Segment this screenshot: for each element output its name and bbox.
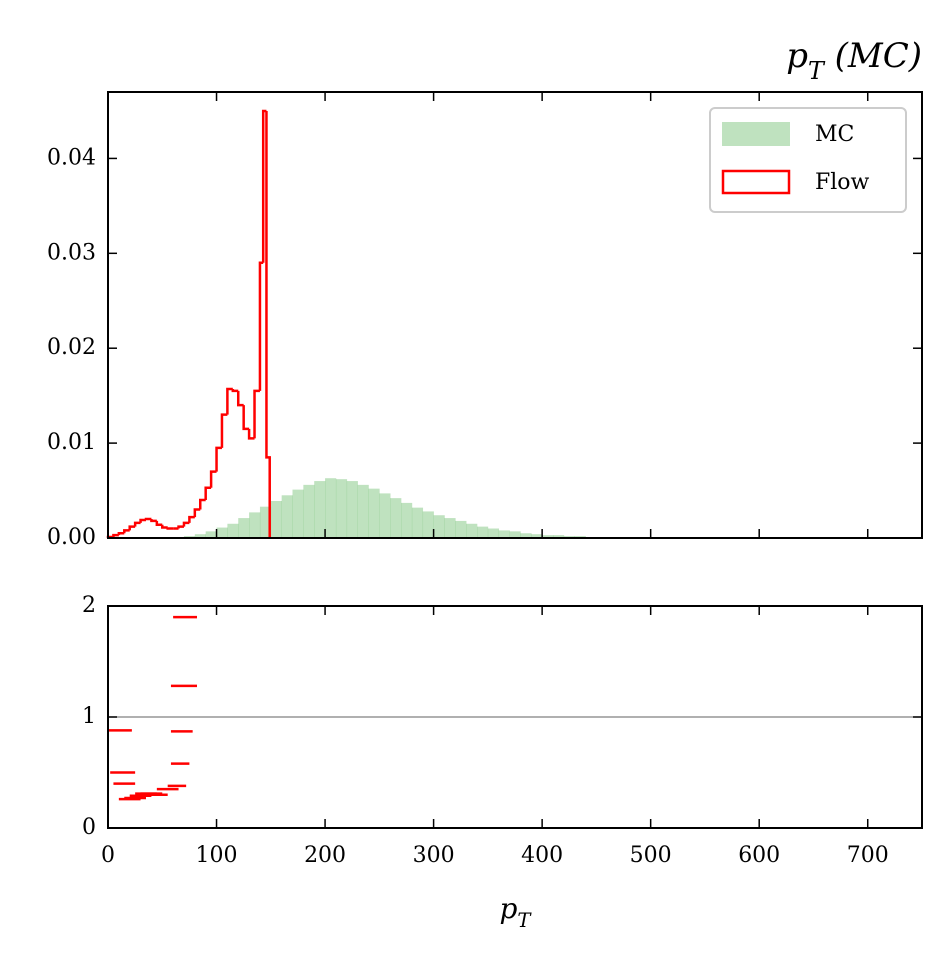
histogram-bar xyxy=(281,495,293,538)
histogram-bar xyxy=(259,506,272,538)
histogram-bar xyxy=(411,507,424,538)
y-tick-label: 0 xyxy=(82,815,96,840)
histogram-step xyxy=(139,518,146,523)
histogram-bar xyxy=(552,535,565,538)
histogram-step xyxy=(150,519,157,523)
histogram-bar xyxy=(531,534,543,538)
histogram-bar xyxy=(542,535,554,538)
histogram-step xyxy=(161,524,168,529)
y-tick-label: 0.03 xyxy=(47,240,96,265)
histogram-bar xyxy=(477,526,489,538)
chart-title: pT (MC) xyxy=(786,36,922,85)
histogram-step xyxy=(247,428,255,440)
x-tick-label: 500 xyxy=(630,843,672,868)
histogram-step xyxy=(188,515,195,523)
x-tick-label: 700 xyxy=(847,843,889,868)
legend-label: Flow xyxy=(815,170,870,195)
y-tick-label: 0.01 xyxy=(47,430,96,455)
legend-swatch xyxy=(722,122,790,146)
histogram-step xyxy=(226,387,233,415)
histogram-step xyxy=(215,446,222,472)
histogram-step xyxy=(220,413,228,448)
histogram-bar xyxy=(390,498,402,538)
histogram-bar xyxy=(422,511,434,538)
histogram-bar xyxy=(466,523,478,538)
histogram-step xyxy=(182,521,190,527)
histogram-step xyxy=(193,508,201,518)
x-tick-label: 300 xyxy=(413,843,455,868)
legend: MC Flow xyxy=(709,107,907,213)
histogram-step xyxy=(258,261,264,391)
plot-frame xyxy=(107,605,923,829)
histogram-bar xyxy=(498,530,510,538)
histogram-step xyxy=(112,533,119,538)
y-tick-label: 0.02 xyxy=(47,335,96,360)
histogram-bar xyxy=(335,479,348,538)
legend-box xyxy=(709,107,907,213)
y-tick-label: 2 xyxy=(82,593,96,618)
histogram-step xyxy=(144,517,152,521)
y-tick-label: 1 xyxy=(82,704,96,729)
histogram-bar xyxy=(238,518,250,538)
x-tick-label: 100 xyxy=(196,843,238,868)
histogram-step xyxy=(253,389,260,439)
histogram-step xyxy=(128,525,136,531)
legend-label: MC xyxy=(815,122,854,147)
histogram-step xyxy=(204,486,212,501)
y-tick-label: 0.04 xyxy=(47,145,96,170)
histogram-bar xyxy=(314,481,326,538)
histogram-step xyxy=(117,532,125,536)
histogram-bar xyxy=(520,533,532,538)
histogram-bar xyxy=(292,489,304,538)
histogram-bar xyxy=(216,527,228,538)
histogram-bar xyxy=(357,484,369,538)
histogram-bar xyxy=(487,528,500,538)
histogram-step xyxy=(177,525,184,529)
histogram-step xyxy=(123,529,130,534)
histogram-bar xyxy=(379,493,391,538)
histogram-bar xyxy=(368,488,380,538)
plot-frame xyxy=(107,91,923,539)
y-tick-label: 0.00 xyxy=(47,525,96,550)
histogram-step xyxy=(155,520,163,526)
x-tick-label: 200 xyxy=(304,843,346,868)
histogram-step xyxy=(133,521,141,527)
histogram-bar xyxy=(325,478,337,538)
histogram-bar xyxy=(444,518,456,538)
histogram-step xyxy=(236,390,244,407)
x-tick-label: 600 xyxy=(738,843,780,868)
histogram-step xyxy=(231,389,239,393)
histogram-step xyxy=(199,498,206,510)
histogram-step xyxy=(242,405,250,431)
histogram-bar xyxy=(401,502,413,538)
histogram-bar xyxy=(346,481,358,538)
histogram-bar xyxy=(509,531,521,538)
histogram-bar xyxy=(227,523,239,538)
histogram-bar xyxy=(455,520,467,538)
histogram-bar xyxy=(303,484,315,538)
histogram-bar xyxy=(270,500,282,538)
histogram-bar xyxy=(433,515,445,538)
histogram-step xyxy=(209,470,217,488)
x-tick-label: 400 xyxy=(521,843,563,868)
histogram-bar xyxy=(205,531,217,538)
legend-swatch xyxy=(721,169,791,195)
histogram-bar xyxy=(249,512,261,538)
histogram-step xyxy=(166,527,174,530)
histogram-bar xyxy=(194,534,206,538)
x-axis-label: pT xyxy=(499,892,532,933)
x-tick-label: 0 xyxy=(101,843,115,868)
histogram-step xyxy=(265,110,271,538)
